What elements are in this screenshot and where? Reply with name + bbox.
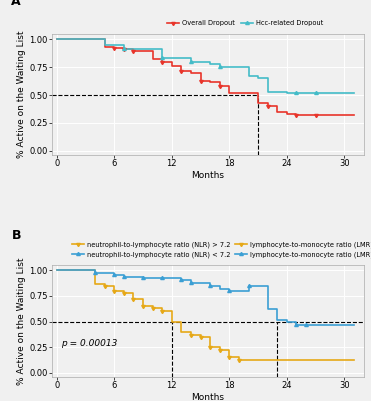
Y-axis label: % Active on the Waiting List: % Active on the Waiting List [17, 31, 26, 158]
X-axis label: Months: Months [191, 171, 224, 180]
Legend: neutrophil-to-lymphocyte ratio (NLR) > 7.2, neutrophil-to-lymphocyte ratio (NLR): neutrophil-to-lymphocyte ratio (NLR) > 7… [69, 239, 371, 260]
Legend: Overall Dropout, Hcc-related Dropout: Overall Dropout, Hcc-related Dropout [164, 17, 326, 28]
Y-axis label: % Active on the Waiting List: % Active on the Waiting List [17, 257, 26, 385]
Text: p = 0.00013: p = 0.00013 [61, 339, 118, 348]
Text: A: A [12, 0, 21, 8]
Text: B: B [12, 229, 21, 242]
X-axis label: Months: Months [191, 393, 224, 401]
